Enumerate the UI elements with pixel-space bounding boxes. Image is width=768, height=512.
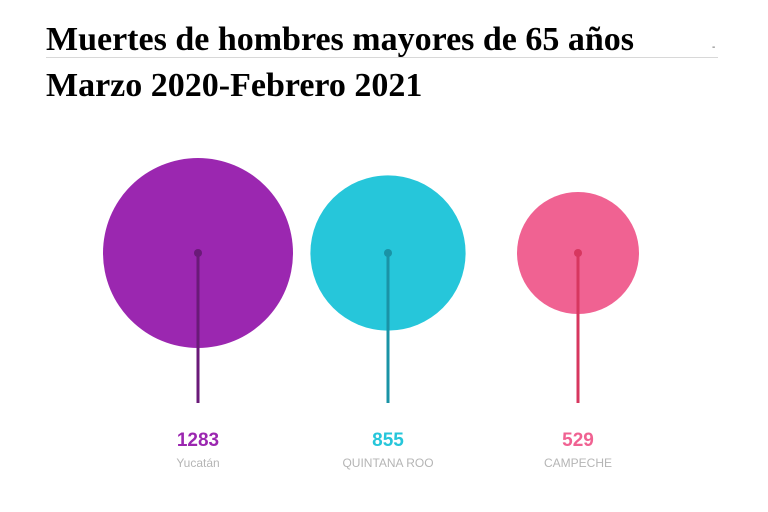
category-label-1: QUINTANA ROO: [342, 456, 433, 470]
category-label-2: CAMPECHE: [544, 456, 612, 470]
value-label-1: 855: [372, 430, 404, 451]
value-label-2: 529: [562, 430, 594, 451]
title-mark: -: [712, 42, 716, 53]
bubble-center-dot-2: [574, 249, 582, 257]
chart-title-line-2: Marzo 2020-Febrero 2021: [46, 67, 423, 104]
value-label-0: 1283: [177, 430, 219, 451]
bubble-center-dot-0: [194, 249, 202, 257]
chart-title-line-1: Muertes de hombres mayores de 65 años: [46, 21, 635, 58]
category-label-0: Yucatán: [176, 456, 219, 470]
bubble-center-dot-1: [384, 249, 392, 257]
title-divider: [46, 57, 718, 58]
